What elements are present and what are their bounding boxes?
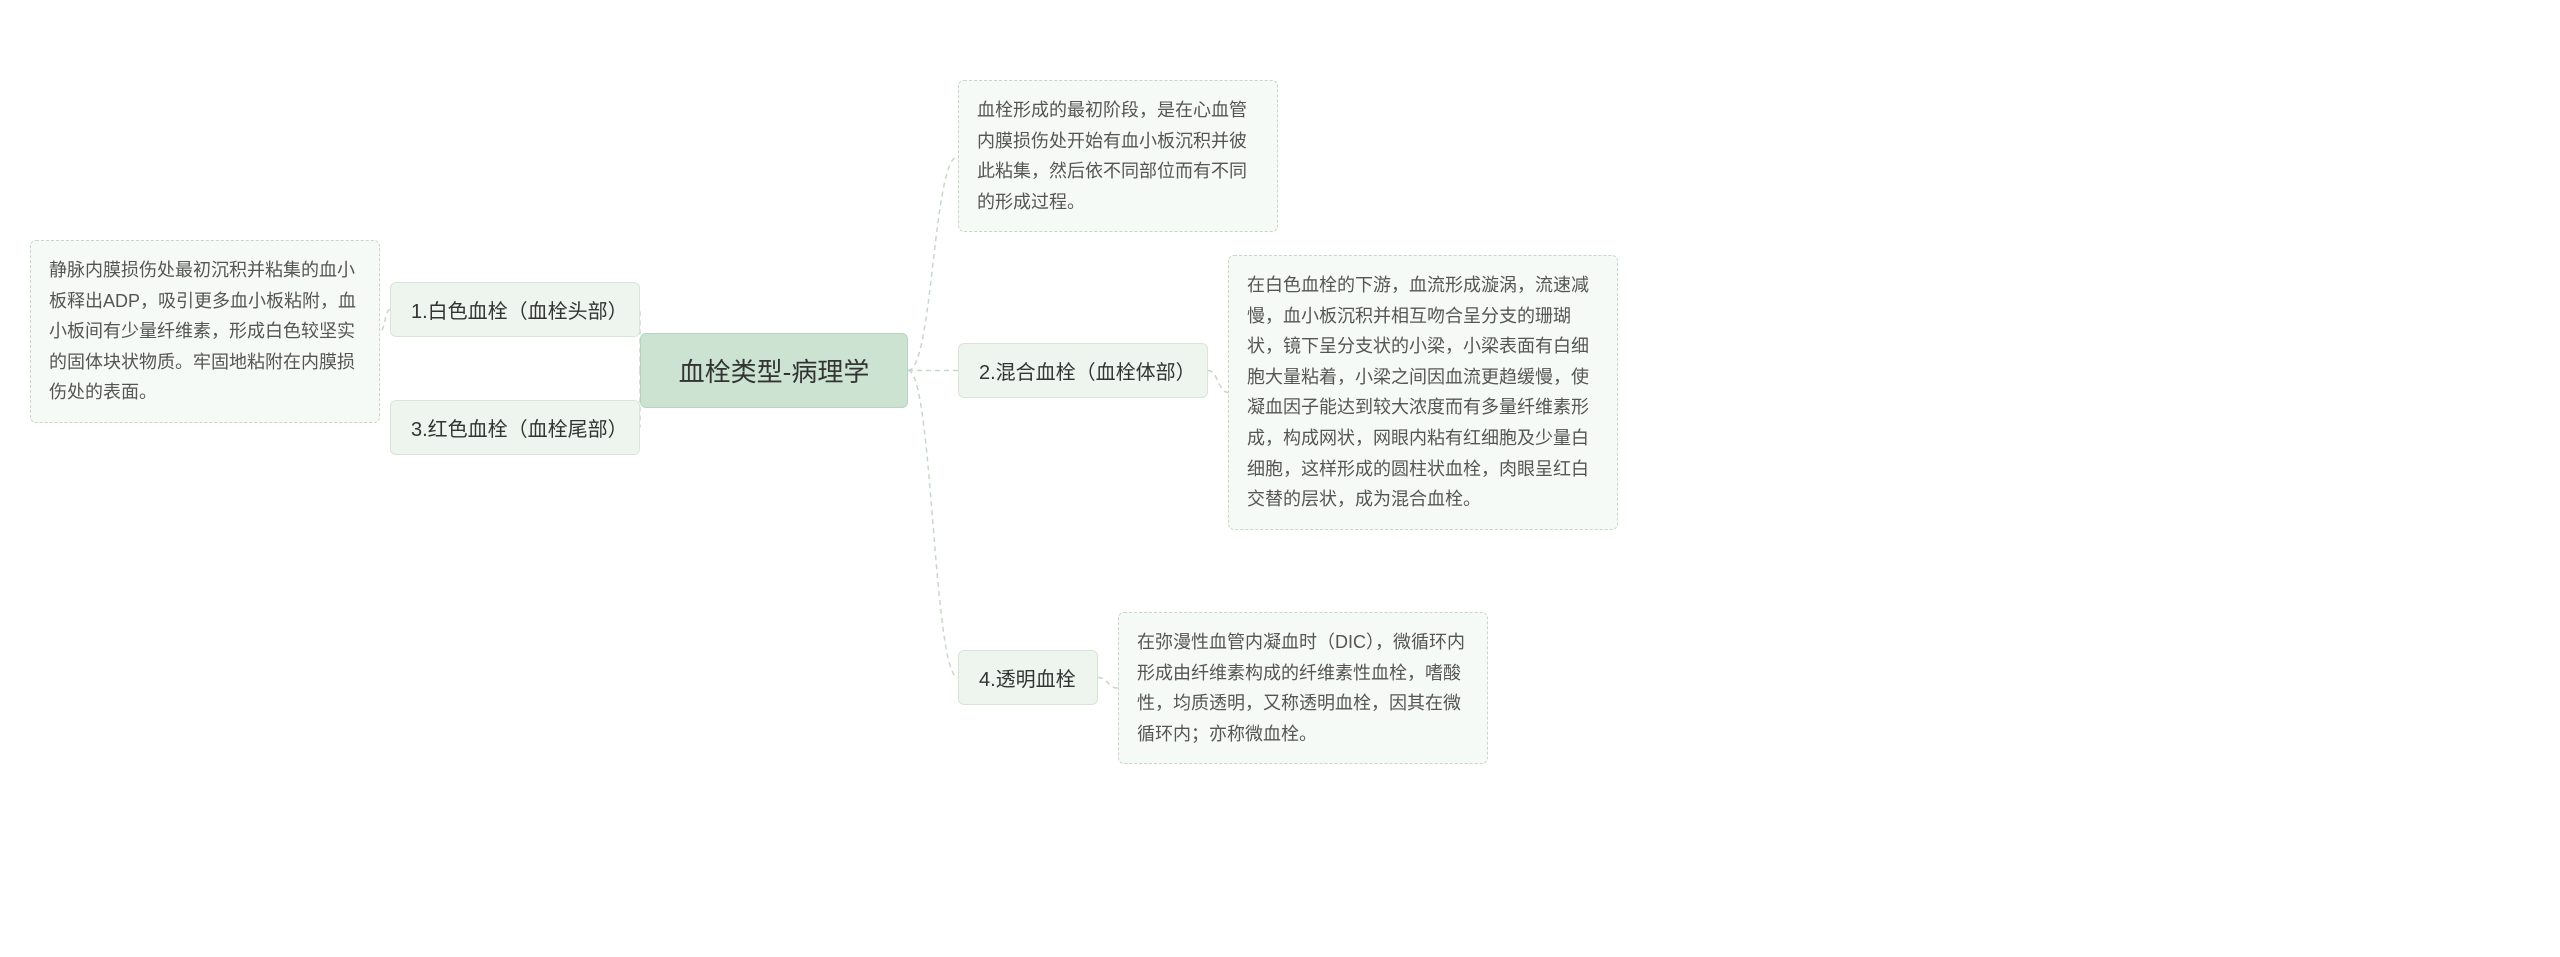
root-label: 血栓类型-病理学	[679, 357, 870, 387]
leaf-hyaline-thrombus: 在弥漫性血管内凝血时（DIC），微循环内形成由纤维素构成的纤维素性血栓，嗜酸性，…	[1118, 612, 1488, 764]
branch-label: 4.透明血栓	[979, 669, 1076, 691]
branch-hyaline-thrombus[interactable]: 4.透明血栓	[958, 650, 1098, 705]
leaf-intro: 血栓形成的最初阶段，是在心血管内膜损伤处开始有血小板沉积并彼此粘集，然后依不同部…	[958, 80, 1278, 232]
branch-label: 2.混合血栓（血栓体部）	[979, 362, 1196, 384]
leaf-text: 在弥漫性血管内凝血时（DIC），微循环内形成由纤维素构成的纤维素性血栓，嗜酸性，…	[1137, 632, 1465, 744]
connector-path	[1098, 678, 1118, 689]
connector-path	[1208, 371, 1228, 393]
leaf-text: 在白色血栓的下游，血流形成漩涡，流速减慢，血小板沉积并相互吻合呈分支的珊瑚状，镜…	[1247, 275, 1589, 509]
leaf-text: 静脉内膜损伤处最初沉积并粘集的血小板释出ADP，吸引更多血小板粘附，血小板间有少…	[49, 260, 356, 402]
connector-path	[380, 310, 390, 332]
connector-path	[908, 156, 958, 370]
branch-label: 1.白色血栓（血栓头部）	[411, 301, 628, 323]
branch-red-thrombus[interactable]: 3.红色血栓（血栓尾部）	[390, 400, 640, 455]
branch-mixed-thrombus[interactable]: 2.混合血栓（血栓体部）	[958, 343, 1208, 398]
leaf-text: 血栓形成的最初阶段，是在心血管内膜损伤处开始有血小板沉积并彼此粘集，然后依不同部…	[977, 100, 1247, 212]
branch-white-thrombus[interactable]: 1.白色血栓（血栓头部）	[390, 282, 640, 337]
branch-label: 3.红色血栓（血栓尾部）	[411, 419, 628, 441]
connector-path	[908, 371, 958, 678]
leaf-mixed-thrombus: 在白色血栓的下游，血流形成漩涡，流速减慢，血小板沉积并相互吻合呈分支的珊瑚状，镜…	[1228, 255, 1618, 530]
leaf-white-thrombus: 静脉内膜损伤处最初沉积并粘集的血小板释出ADP，吸引更多血小板粘附，血小板间有少…	[30, 240, 380, 423]
mindmap-root[interactable]: 血栓类型-病理学	[640, 333, 908, 408]
